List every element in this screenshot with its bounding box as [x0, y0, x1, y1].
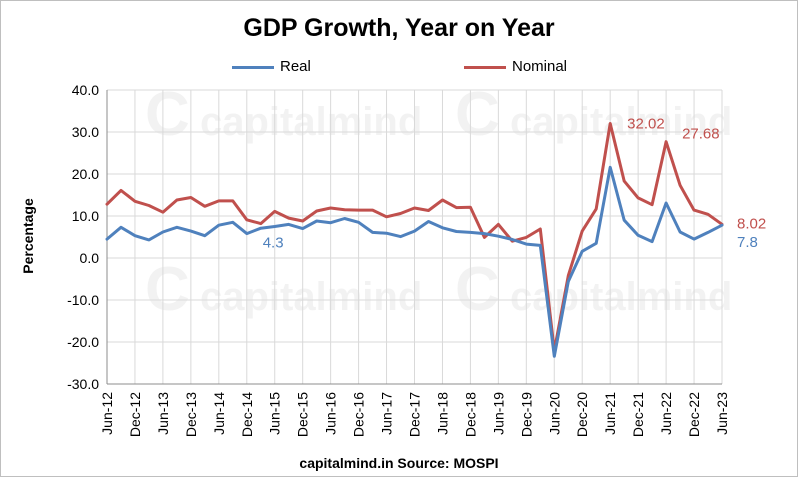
legend-item-real: Real — [232, 58, 311, 75]
legend-label-real: Real — [280, 58, 311, 75]
x-tick-label: Jun-13 — [155, 392, 171, 435]
watermark-text-0: capitalmind — [200, 100, 422, 144]
x-tick-label: Dec-21 — [630, 392, 646, 437]
y-tick-label: 40.0 — [72, 82, 99, 98]
y-tick-label: 30.0 — [72, 124, 99, 140]
x-tick-label: Jun-14 — [211, 392, 227, 435]
y-tick-label: 10.0 — [72, 208, 99, 224]
y-tick-label: -20.0 — [67, 334, 99, 350]
watermark-text-3: capitalmind — [510, 275, 732, 319]
x-tick-label: Jun-21 — [602, 392, 618, 435]
data-label: 27.68 — [682, 126, 720, 143]
x-tick-label: Jun-17 — [379, 392, 395, 435]
x-tick-label: Dec-22 — [686, 392, 702, 437]
x-tick-label: Jun-16 — [323, 392, 339, 435]
watermark-logo-2: C — [145, 255, 190, 324]
x-tick-label: Dec-12 — [127, 392, 143, 437]
x-tick-label: Dec-16 — [351, 392, 367, 437]
x-tick-label: Dec-18 — [462, 392, 478, 437]
x-tick-label: Dec-15 — [295, 392, 311, 437]
legend-label-nominal: Nominal — [512, 58, 568, 75]
y-tick-label: 0.0 — [80, 250, 100, 266]
x-tick-label: Dec-17 — [407, 392, 423, 437]
x-tick-label: Jun-22 — [658, 392, 674, 435]
chart-title: GDP Growth, Year on Year — [243, 14, 555, 42]
data-label: 32.02 — [627, 116, 665, 133]
x-tick-label: Dec-20 — [574, 392, 590, 437]
watermark-text-2: capitalmind — [200, 275, 422, 319]
x-tick-label: Dec-19 — [518, 392, 534, 437]
y-tick-label: -30.0 — [67, 376, 99, 392]
data-label: 4.3 — [263, 235, 284, 252]
watermark-logo-0: C — [145, 80, 190, 149]
y-tick-label: -10.0 — [67, 292, 99, 308]
x-tick-label: Jun-15 — [267, 392, 283, 435]
x-tick-label: Jun-19 — [490, 392, 506, 435]
x-tick-label: Jun-18 — [434, 392, 450, 435]
y-tick-label: 20.0 — [72, 166, 99, 182]
source-caption: capitalmind.in Source: MOSPI — [299, 455, 499, 471]
watermark-logo-1: C — [455, 80, 500, 149]
data-label: 8.02 — [737, 215, 766, 232]
data-label: 7.8 — [737, 234, 758, 251]
legend-item-nominal: Nominal — [464, 58, 567, 75]
watermark-text-1: capitalmind — [510, 100, 732, 144]
series-line-nominal — [105, 122, 724, 353]
x-tick-label: Dec-13 — [183, 392, 199, 437]
legend-swatch-nominal — [464, 65, 506, 69]
x-tick-label: Dec-14 — [239, 392, 255, 437]
series-line-real — [105, 165, 724, 358]
legend-swatch-real — [232, 65, 274, 69]
watermark-logo-3: C — [455, 255, 500, 324]
x-tick-label: Jun-20 — [546, 392, 562, 435]
x-tick-label: Jun-23 — [714, 392, 730, 435]
x-tick-label: Jun-12 — [99, 392, 115, 435]
